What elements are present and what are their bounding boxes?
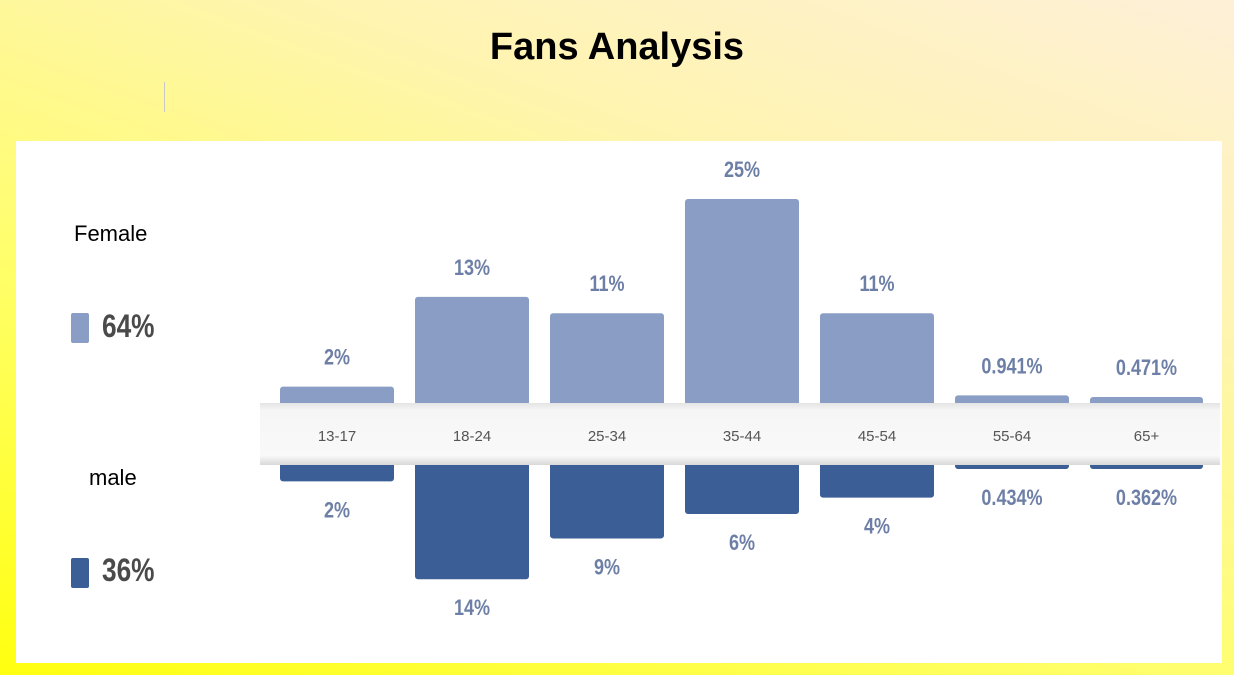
value-label-female-35-44: 25% bbox=[724, 158, 760, 182]
value-label-female-45-54: 11% bbox=[859, 273, 894, 297]
value-label-male-18-24: 14% bbox=[454, 597, 490, 621]
male-bars bbox=[280, 461, 1203, 580]
bar-male-35-44 bbox=[685, 461, 799, 514]
value-label-female-25-34: 11% bbox=[589, 273, 624, 297]
value-labels: 2% 2% 13% 14% 11% 9% 25% 6% 11% 4% 0.941% 0.434% 0.4… bbox=[324, 158, 1177, 620]
bar-male-25-34 bbox=[550, 461, 664, 539]
category-labels: 13-17 18-24 25-34 35-44 45-54 55-64 65+ bbox=[318, 428, 1160, 445]
category-label-35-44: 35-44 bbox=[723, 428, 761, 445]
legend-value-male: 36% bbox=[102, 552, 155, 588]
value-label-male-25-34: 9% bbox=[594, 556, 620, 580]
bar-male-13-17 bbox=[280, 461, 394, 482]
value-label-male-55-64: 0.434% bbox=[981, 486, 1042, 510]
category-label-55-64: 55-64 bbox=[993, 428, 1031, 445]
category-label-25-34: 25-34 bbox=[588, 428, 626, 445]
legend-label-male: male bbox=[89, 465, 137, 490]
category-band bbox=[260, 403, 1220, 465]
value-label-female-65+: 0.471% bbox=[1116, 356, 1177, 380]
female-bars bbox=[280, 199, 1203, 407]
bar-female-45-54 bbox=[820, 313, 934, 407]
category-label-65+: 65+ bbox=[1134, 428, 1160, 445]
bar-male-18-24 bbox=[415, 461, 529, 580]
value-label-female-55-64: 0.941% bbox=[981, 355, 1042, 379]
value-label-male-45-54: 4% bbox=[864, 515, 890, 539]
legend-swatch-male bbox=[71, 558, 89, 588]
value-label-male-35-44: 6% bbox=[729, 531, 755, 555]
divider-mark bbox=[164, 82, 165, 112]
category-label-13-17: 13-17 bbox=[318, 428, 356, 445]
value-label-male-65+: 0.362% bbox=[1116, 486, 1177, 510]
value-label-female-18-24: 13% bbox=[454, 256, 490, 280]
category-label-45-54: 45-54 bbox=[858, 428, 896, 445]
chart-title: Fans Analysis bbox=[489, 26, 745, 68]
legend-value-female: 64% bbox=[102, 308, 155, 344]
bar-female-18-24 bbox=[415, 296, 529, 407]
value-label-female-13-17: 2% bbox=[324, 346, 350, 370]
bar-female-35-44 bbox=[685, 199, 799, 407]
legend-label-female: Female bbox=[74, 221, 148, 246]
category-label-18-24: 18-24 bbox=[453, 428, 491, 445]
legend-swatch-female bbox=[71, 313, 89, 343]
bar-female-13-17 bbox=[280, 386, 394, 407]
bar-male-45-54 bbox=[820, 461, 934, 498]
bar-female-25-34 bbox=[550, 313, 664, 407]
value-label-male-13-17: 2% bbox=[324, 499, 350, 523]
